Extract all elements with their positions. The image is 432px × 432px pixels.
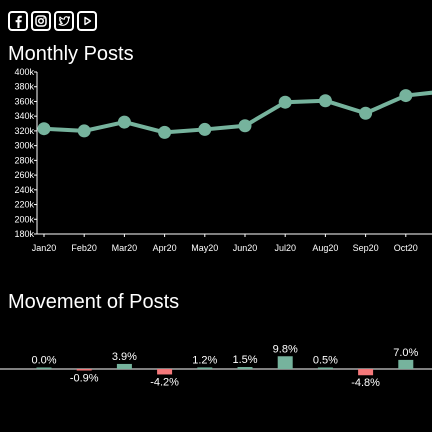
instagram-button[interactable] xyxy=(31,11,51,31)
y-tick-label: 180k xyxy=(14,229,34,239)
data-point[interactable] xyxy=(158,125,172,139)
x-tick-label: Mar20 xyxy=(112,243,138,253)
bar-value-label: 1.5% xyxy=(232,354,257,366)
y-tick-label: 400k xyxy=(14,67,34,77)
y-tick-label: 240k xyxy=(14,185,34,195)
data-point[interactable] xyxy=(77,124,91,138)
bar-chart-title: Movement of Posts xyxy=(8,291,180,313)
y-tick-label: 260k xyxy=(14,170,34,180)
y-tick-label: 320k xyxy=(14,126,34,136)
bar-value-label: -4.8% xyxy=(351,377,380,389)
movement-bar[interactable] xyxy=(157,369,173,375)
movement-chart: 0.0% -0.9% 3.9% -4.2% 1.2% 1.5% 9.8% 0.5% -4.8% 7… xyxy=(0,343,432,389)
data-point[interactable] xyxy=(198,122,212,136)
movement-bar[interactable] xyxy=(358,369,374,376)
youtube-icon xyxy=(84,16,92,26)
x-tick-label: Oct20 xyxy=(394,243,418,253)
movement-bar[interactable] xyxy=(36,367,52,370)
twitter-icon xyxy=(58,16,71,26)
y-tick-label: 360k xyxy=(14,96,34,106)
data-point[interactable] xyxy=(359,106,373,120)
x-tick-label: May20 xyxy=(191,243,218,253)
data-point[interactable] xyxy=(278,95,292,109)
x-tick-label: Jan20 xyxy=(32,243,57,253)
axes: 180k 200k 220k 240k 260k 280k 300k 320k 340k 360k… xyxy=(14,67,432,253)
bar-value-label: 3.9% xyxy=(112,351,137,363)
youtube-button[interactable] xyxy=(77,11,97,31)
bar-value-label: 0.0% xyxy=(31,355,56,367)
x-tick-label: Sep20 xyxy=(353,243,379,253)
x-tick-label: Apr20 xyxy=(153,243,177,253)
data-point[interactable] xyxy=(399,89,413,103)
x-tick-label: Aug20 xyxy=(312,243,338,253)
social-links xyxy=(8,11,97,31)
y-tick-label: 340k xyxy=(14,111,34,121)
x-tick-label: Jun20 xyxy=(233,243,258,253)
bar-value-label: -0.9% xyxy=(70,373,99,385)
y-tick-label: 380k xyxy=(14,82,34,92)
facebook-button[interactable] xyxy=(8,11,28,31)
y-tick-label: 200k xyxy=(14,214,34,224)
movement-bar[interactable] xyxy=(277,356,293,369)
monthly-posts-chart: 180k 200k 220k 240k 260k 280k 300k 320k 340k 360k… xyxy=(14,67,432,253)
bar-value-label: 7.0% xyxy=(393,347,418,359)
x-tick-label: Feb20 xyxy=(71,243,97,253)
data-point[interactable] xyxy=(238,119,252,133)
twitter-button[interactable] xyxy=(54,11,74,31)
movement-bar[interactable] xyxy=(197,367,213,369)
y-tick-label: 220k xyxy=(14,200,34,210)
instagram-icon xyxy=(35,15,47,27)
movement-bar[interactable] xyxy=(116,363,132,369)
movement-bar[interactable] xyxy=(76,369,92,371)
data-point[interactable] xyxy=(117,115,131,129)
bar-value-label: 1.2% xyxy=(192,354,217,366)
movement-bar[interactable] xyxy=(317,367,333,370)
series-line xyxy=(43,90,432,135)
bar-value-label: 0.5% xyxy=(313,355,338,367)
y-tick-label: 280k xyxy=(14,155,34,165)
x-tick-label: Jul20 xyxy=(274,243,296,253)
data-point[interactable] xyxy=(318,94,332,108)
data-point[interactable] xyxy=(37,122,51,136)
movement-bar[interactable] xyxy=(237,367,253,369)
facebook-icon xyxy=(15,15,22,28)
bar-value-label: 9.8% xyxy=(273,343,298,355)
bar-value-label: -4.2% xyxy=(150,376,179,388)
movement-bar[interactable] xyxy=(398,359,414,369)
y-tick-label: 300k xyxy=(14,141,34,151)
line-chart-title: Monthly Posts xyxy=(8,43,134,65)
